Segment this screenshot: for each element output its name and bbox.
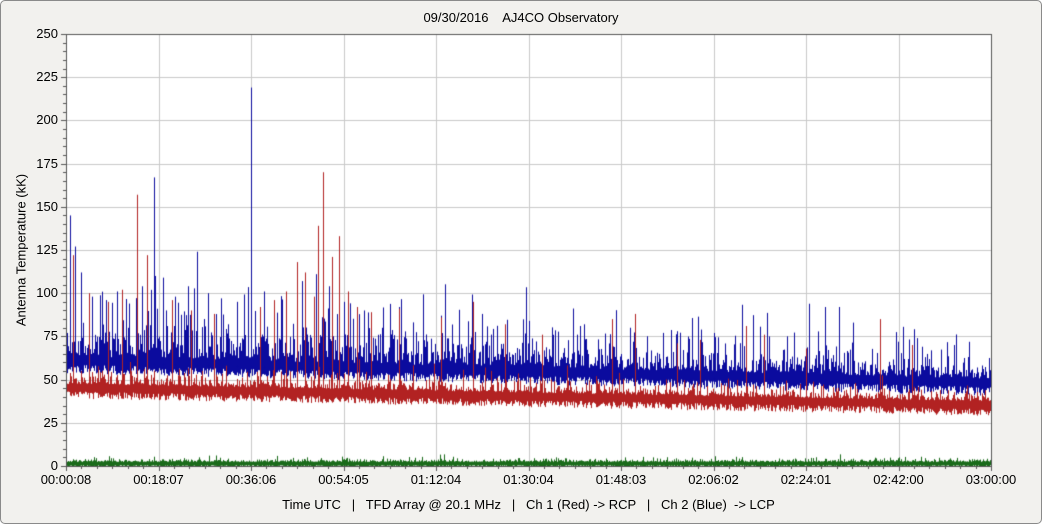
x-tick-label: 02:06:02 <box>688 472 739 487</box>
y-tick-label: 0 <box>50 458 58 473</box>
x-tick-label: 00:36:06 <box>225 472 277 487</box>
y-tick-label: 50 <box>43 371 58 387</box>
x-tick-label: 00:18:07 <box>133 472 184 487</box>
x-tick-label: 01:12:04 <box>410 472 462 487</box>
y-tick-label: 75 <box>43 328 58 344</box>
y-tick-label: 25 <box>43 414 58 430</box>
x-tick-label: 02:42:00 <box>873 472 924 487</box>
x-tick-label: 03:00:00 <box>965 472 1017 487</box>
x-axis-label: Time UTC | TFD Array @ 20.1 MHz | Ch 1 (… <box>282 497 775 512</box>
y-tick-label: 175 <box>36 155 58 171</box>
y-tick-label: 100 <box>36 285 58 301</box>
y-tick-label: 125 <box>36 242 58 257</box>
chart-title: 09/30/2016 AJ4CO Observatory <box>423 10 619 25</box>
x-tick-label: 00:00:08 <box>40 472 92 487</box>
x-tick-label: 00:54:05 <box>318 472 369 487</box>
y-tick-label: 200 <box>36 112 58 128</box>
x-tick-label: 01:48:03 <box>595 472 647 487</box>
x-tick-label: 02:24:01 <box>780 472 832 487</box>
y-tick-label: 150 <box>36 198 58 214</box>
y-tick-label: 250 <box>36 26 58 41</box>
y-tick-label: 225 <box>36 69 58 85</box>
x-tick-label: 01:30:04 <box>503 472 554 487</box>
